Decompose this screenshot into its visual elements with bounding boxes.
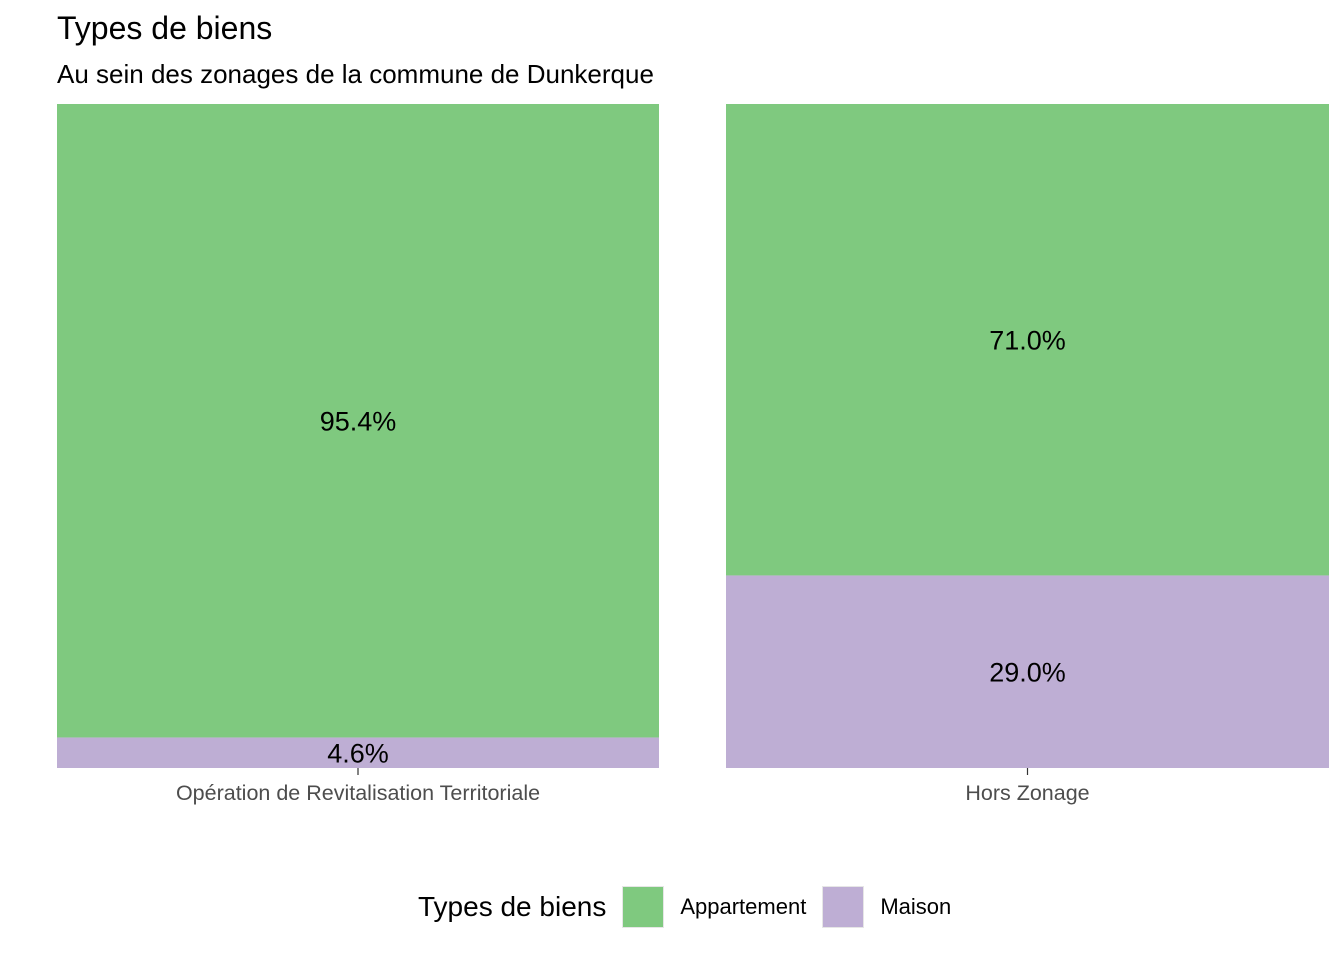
legend-label-maison: Maison xyxy=(880,894,952,919)
legend-key-appartement xyxy=(622,886,665,928)
chart-title: Types de biens xyxy=(57,10,273,46)
bar-segment-appartement-0 xyxy=(57,104,659,738)
data-label-appartement-0: 95.4% xyxy=(320,407,397,437)
legend-item-maison: Maison xyxy=(822,886,951,928)
legend-key-maison xyxy=(822,886,865,928)
x-tick-label-1: Hors Zonage xyxy=(965,781,1089,805)
legend-title: Types de biens xyxy=(418,891,607,922)
legend-item-appartement: Appartement xyxy=(622,886,806,928)
legend: Types de biens Appartement Maison xyxy=(418,884,967,930)
chart-subtitle: Au sein des zonages de la commune de Dun… xyxy=(57,59,654,89)
data-label-maison-1: 29.0% xyxy=(989,658,1066,688)
bar-segment-appartement-1 xyxy=(726,104,1329,576)
legend-label-appartement: Appartement xyxy=(680,894,807,919)
bar-segment-maison-1 xyxy=(726,575,1329,768)
data-label-maison-0: 4.6% xyxy=(327,739,389,769)
x-tick-label-0: Opération de Revitalisation Territoriale xyxy=(176,781,540,805)
bar-segment-maison-0 xyxy=(57,737,659,768)
stacked-bar-chart: 4.6% 95.4% Opération de Revitalisation Ter… xyxy=(57,104,1329,805)
data-label-appartement-1: 71.0% xyxy=(989,326,1066,356)
